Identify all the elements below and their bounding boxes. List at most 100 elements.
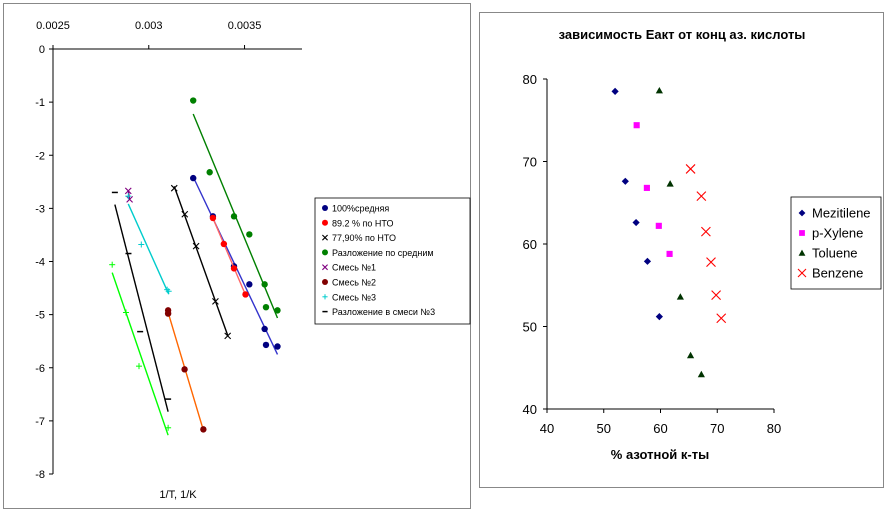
- data-point: [206, 169, 213, 176]
- trendline: [127, 190, 131, 200]
- legend-label: Разложение в смеси №3: [332, 307, 435, 317]
- legend-label: Mezitilene: [812, 206, 871, 221]
- legend-box: [790, 196, 882, 290]
- legend-label: Смесь №3: [332, 292, 376, 302]
- data-point: [122, 309, 129, 316]
- data-point: [676, 293, 684, 300]
- legend-marker: [322, 234, 328, 241]
- data-point: [125, 193, 132, 200]
- data-point: [261, 281, 268, 288]
- trendline: [212, 217, 247, 296]
- data-point: [190, 97, 197, 104]
- x-axis-title: % азотной к-ты: [611, 447, 709, 462]
- legend-label: Toluene: [812, 246, 858, 261]
- y-tick-label: 40: [523, 402, 537, 417]
- y-tick-label: 70: [523, 155, 537, 170]
- y-tick-label: -2: [35, 150, 45, 162]
- legend-label: Benzene: [812, 266, 863, 281]
- legend: Mezitilene p-Xylene Toluene Benzene: [790, 196, 882, 290]
- data-point: [274, 343, 281, 350]
- data-point: [632, 218, 640, 227]
- legend-marker: [799, 230, 805, 236]
- data-point: [181, 210, 189, 218]
- legend-marker: [322, 279, 328, 285]
- legend-label: 89.2 % по НТО: [332, 218, 394, 228]
- y-tick-label: -5: [35, 310, 45, 322]
- data-point: [696, 191, 707, 202]
- data-point: [220, 240, 228, 248]
- data-point: [262, 341, 270, 349]
- x-tick-label: 0.003: [135, 20, 163, 32]
- trendline: [114, 204, 169, 412]
- legend-label: Смесь №1: [332, 263, 376, 273]
- x-tick-label: 80: [767, 421, 781, 436]
- data-point: [246, 231, 253, 238]
- data-point: [242, 291, 249, 298]
- activation-energy-chart-panel: зависимость Еакт от конц аз. кислоты 40 50…: [479, 12, 884, 488]
- data-point: [711, 290, 722, 301]
- data-point: [200, 426, 207, 433]
- data-point: [170, 184, 178, 192]
- y-tick-label: 50: [523, 320, 537, 335]
- legend-box: [314, 197, 471, 325]
- data-point: [633, 122, 640, 129]
- data-point: [686, 351, 695, 359]
- trendline: [111, 272, 169, 436]
- data-point: [212, 297, 219, 305]
- data-point: [126, 195, 134, 203]
- legend-label: 100%средняя: [332, 204, 389, 214]
- data-point: [181, 366, 188, 373]
- data-point: [655, 86, 663, 94]
- legend-marker: [798, 209, 806, 217]
- legend-marker: [798, 249, 806, 256]
- legend-label: Разложение по средним: [332, 248, 434, 258]
- data-point: [165, 288, 172, 295]
- x-tick-label: 70: [710, 421, 724, 436]
- data-point: [164, 310, 172, 317]
- data-point: [706, 257, 716, 268]
- y-tick-label: -3: [35, 203, 45, 215]
- chart-title: зависимость Еакт от конц аз. кислоты: [559, 27, 806, 42]
- data-point: [666, 180, 674, 187]
- data-point: [655, 222, 662, 229]
- data-point: [190, 174, 197, 182]
- data-point: [230, 213, 238, 220]
- data-point: [716, 313, 727, 324]
- y-tick-label: -6: [35, 363, 45, 375]
- data-point: [230, 265, 238, 272]
- arrhenius-chart: 0 -1 -2 -3 -4 -5 -6 -7 -8 0.0025 0.003 0.0035 1/T, 1…: [35, 20, 471, 501]
- legend-label: 77,90% по НТО: [332, 233, 396, 243]
- data-point: [246, 281, 253, 288]
- x-axis-title: 1/T, 1/K: [159, 489, 197, 501]
- legend-marker: [322, 264, 328, 271]
- x-tick-label: 40: [540, 421, 554, 436]
- legend-marker: [322, 249, 328, 256]
- data-point: [209, 214, 217, 222]
- data-point: [611, 87, 619, 95]
- x-tick-label: 0.0025: [36, 20, 70, 32]
- legend-marker: [322, 294, 328, 300]
- y-tick-label: -1: [35, 97, 45, 109]
- data-point: [138, 241, 145, 248]
- data-point: [643, 257, 652, 265]
- x-tick-label: 50: [597, 421, 611, 436]
- data-point: [262, 303, 270, 311]
- data-point: [697, 370, 705, 378]
- legend-marker: [797, 268, 807, 278]
- trendline: [127, 203, 170, 295]
- data-point: [109, 261, 116, 268]
- data-point: [165, 424, 172, 431]
- y-tick-label: 80: [523, 72, 537, 87]
- trendline: [173, 186, 229, 336]
- y-tick-label: -7: [35, 416, 45, 428]
- data-point: [136, 363, 143, 370]
- x-tick-label: 0.0035: [228, 20, 262, 32]
- y-tick-label: 60: [523, 237, 537, 252]
- data-point: [666, 250, 673, 257]
- y-tick-label: -8: [35, 469, 45, 481]
- data-point: [621, 177, 629, 185]
- y-tick-label: 0: [39, 44, 45, 56]
- data-point: [224, 332, 232, 340]
- legend: 100%средняя 89.2 % по НТО 77,90% по НТО Раз…: [314, 197, 471, 325]
- data-point: [261, 325, 268, 333]
